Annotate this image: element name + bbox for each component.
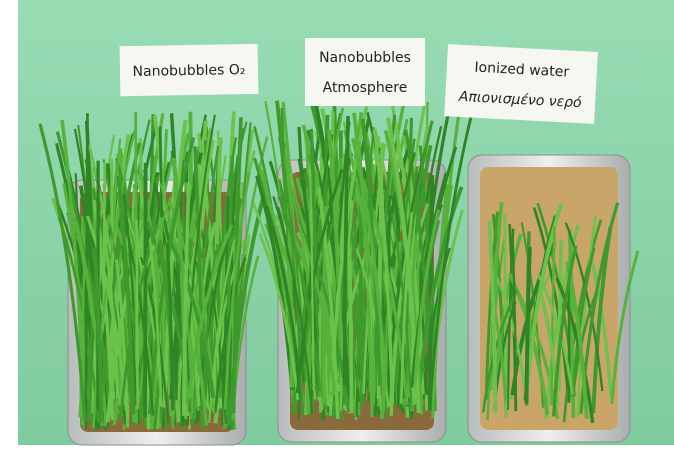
grass-blade	[295, 168, 344, 394]
grass-blade	[493, 270, 527, 391]
grass-blade	[536, 273, 574, 395]
grass-blade	[181, 182, 191, 416]
grass-blade	[223, 171, 251, 410]
grass-blade	[610, 250, 640, 405]
grass-blade	[165, 242, 175, 411]
grass-blade	[148, 238, 163, 407]
grass-blade	[223, 196, 230, 400]
grass-blade	[272, 196, 314, 415]
grass-blade	[562, 219, 603, 423]
grass-blade	[308, 169, 315, 385]
label-card: Nanobubbles Atmosphere	[305, 38, 425, 106]
grass-blade	[399, 211, 414, 404]
grass-blade	[564, 222, 604, 392]
grass-blade	[555, 277, 595, 424]
grass-blade	[84, 113, 89, 429]
grass-blade	[342, 116, 350, 386]
grass-blade	[199, 239, 229, 394]
label-text: Απιονισμένο νερό	[457, 89, 582, 111]
label-text: Nanobubbles	[319, 50, 411, 66]
grass-blade	[316, 187, 340, 420]
grass-blade	[297, 222, 336, 391]
grass-blade	[427, 175, 435, 411]
grass-blade	[232, 122, 252, 401]
grass-blade	[372, 128, 395, 404]
grass-blade	[551, 245, 578, 417]
grass-blade	[116, 175, 136, 415]
grass-blade	[114, 259, 130, 428]
grass-blade	[202, 249, 217, 401]
grass-blade	[511, 240, 518, 390]
grass-blade	[279, 137, 304, 416]
grass-blade	[347, 248, 354, 414]
card	[305, 38, 425, 106]
grass-blade	[135, 219, 139, 409]
grass-blade	[168, 240, 216, 399]
grass-blade	[524, 247, 532, 404]
label-text: Atmosphere	[323, 80, 408, 96]
grass-blade	[265, 205, 303, 397]
grass-blade	[413, 209, 441, 383]
grass-blade	[481, 289, 519, 413]
grass-blade	[589, 255, 613, 397]
grass-blade	[196, 133, 223, 409]
grass-blade	[557, 239, 564, 392]
grass-blade	[351, 138, 388, 391]
grass-blade	[143, 162, 148, 418]
grass-blade	[416, 186, 464, 391]
grass-blade	[277, 196, 322, 392]
grass-blade	[102, 234, 120, 398]
grass-blade	[343, 129, 386, 397]
grass-blade	[576, 215, 597, 418]
grass-blade	[258, 233, 300, 401]
grass-blade	[92, 248, 104, 424]
grass-blade	[117, 198, 155, 416]
grass-blade	[360, 118, 382, 386]
grass-blade	[187, 224, 234, 399]
grass-blade	[525, 202, 564, 386]
grass-blade	[38, 123, 87, 422]
grass-blade	[213, 257, 247, 414]
grass-blade	[255, 175, 294, 391]
grass-blade	[428, 111, 474, 411]
grass-blade	[327, 129, 344, 381]
label-card: Ionized water Απιονισμένο νερό	[444, 44, 598, 124]
grass-blade	[487, 220, 498, 414]
label-text: Nanobubbles O₂	[132, 62, 245, 80]
card	[444, 44, 598, 124]
grass	[38, 99, 640, 431]
label-text: Ionized water	[474, 60, 570, 81]
label-card: Nanobubbles O₂	[119, 43, 259, 97]
card	[119, 43, 259, 97]
grass-blade	[105, 222, 149, 423]
